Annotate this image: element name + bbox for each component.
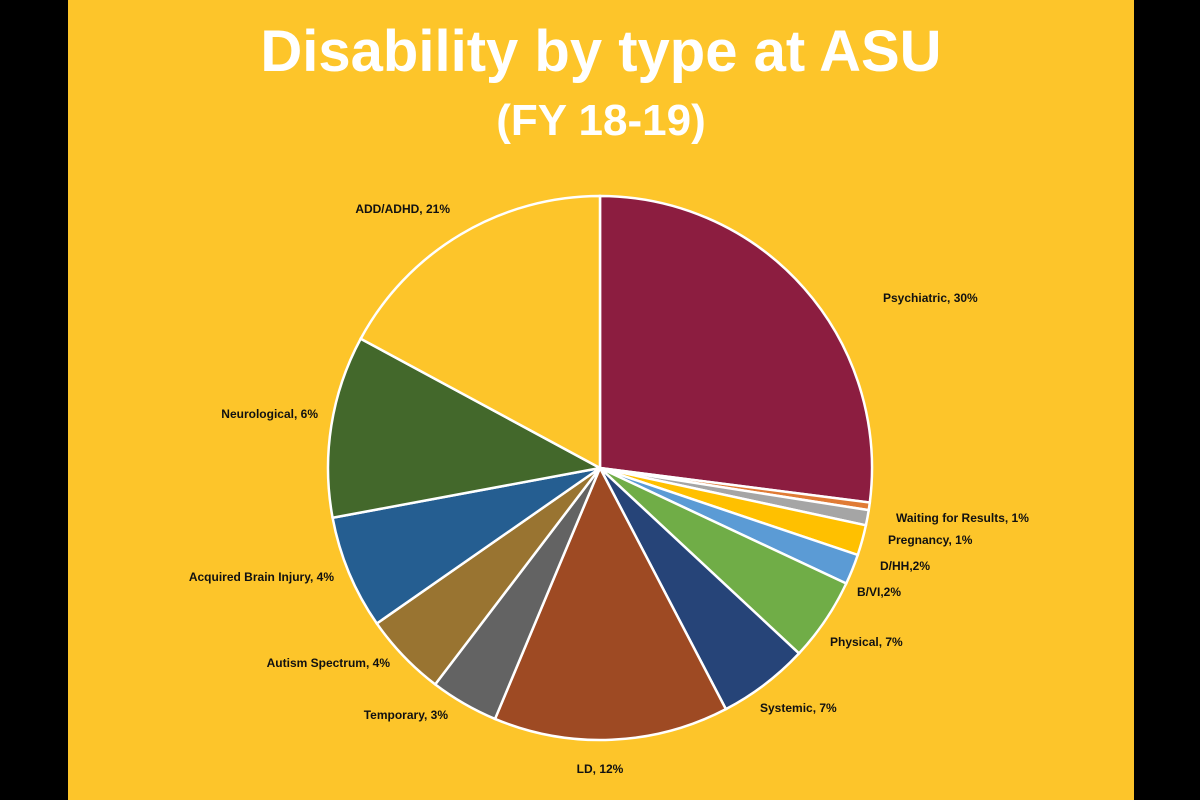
slice-label-temporary: Temporary, 3% bbox=[364, 708, 449, 722]
chart-title: Disability by type at ASU bbox=[260, 19, 942, 84]
slice-label-physical: Physical, 7% bbox=[830, 635, 903, 649]
slice-label-neurological: Neurological, 6% bbox=[221, 407, 318, 421]
pie-slice-neurological bbox=[326, 337, 604, 520]
pie-chart: Psychiatric, 30% Waiting for Results, 1% P… bbox=[189, 194, 1029, 776]
slide: Disability by type at ASU (FY 18-19) Psy… bbox=[68, 0, 1134, 800]
slice-label-b-vi: B/VI,2% bbox=[857, 585, 901, 599]
slice-label-acquired-brain-injury: Acquired Brain Injury, 4% bbox=[189, 570, 334, 584]
slice-label-psychiatric: Psychiatric, 30% bbox=[883, 291, 978, 305]
slice-labels: Psychiatric, 30% Waiting for Results, 1% P… bbox=[189, 202, 1029, 776]
chart-subtitle: (FY 18-19) bbox=[496, 96, 706, 145]
slice-label-d-hh: D/HH,2% bbox=[880, 559, 930, 573]
slice-label-ld: LD, 12% bbox=[577, 762, 624, 776]
pie-slices bbox=[326, 194, 874, 742]
slice-label-pregnancy: Pregnancy, 1% bbox=[888, 533, 973, 547]
pie-slice-acquired-brain-injury bbox=[331, 466, 601, 626]
slice-label-systemic: Systemic, 7% bbox=[760, 701, 837, 715]
pie-slice-ld bbox=[493, 465, 728, 742]
slice-label-waiting-for-results: Waiting for Results, 1% bbox=[896, 511, 1029, 525]
pie-slice-psychiatric bbox=[598, 194, 874, 504]
slice-label-autism-spectrum: Autism Spectrum, 4% bbox=[267, 656, 391, 670]
slice-label-add-adhd: ADD/ADHD, 21% bbox=[355, 202, 450, 216]
pie-slice-add-adhd bbox=[358, 194, 602, 471]
